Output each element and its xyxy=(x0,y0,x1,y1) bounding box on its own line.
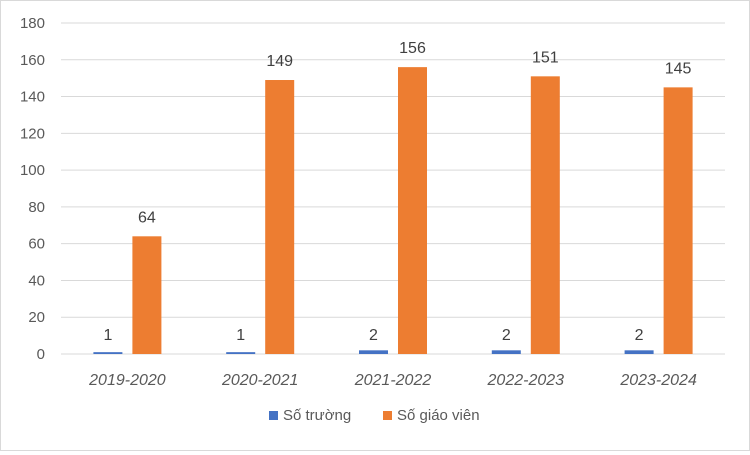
y-tick-label: 160 xyxy=(20,52,45,69)
y-tick-label: 100 xyxy=(20,162,45,179)
bar-so-truong xyxy=(359,350,388,354)
y-tick-label: 20 xyxy=(28,309,45,326)
x-tick-label: 2020-2021 xyxy=(221,372,299,389)
y-tick-label: 180 xyxy=(20,15,45,32)
data-labels: 1 64 1 149 2 156 2 151 2 145 xyxy=(103,40,691,344)
x-tick-label: 2022-2023 xyxy=(487,372,565,389)
y-tick-label: 120 xyxy=(20,125,45,142)
x-tick-label: 2023-2024 xyxy=(619,372,697,389)
x-tick-label: 2021-2022 xyxy=(354,372,432,389)
legend: Số trường Số giáo viên xyxy=(269,407,480,424)
data-label: 1 xyxy=(236,327,245,344)
bars xyxy=(93,67,693,355)
data-label: 156 xyxy=(399,40,426,57)
bar-so-truong xyxy=(624,350,654,354)
legend-swatch xyxy=(383,411,392,420)
legend-label: Số giáo viên xyxy=(397,407,480,424)
y-tick-label: 140 xyxy=(20,89,45,106)
bar-so-truong xyxy=(491,350,521,354)
x-tick-label: 2019-2020 xyxy=(88,372,166,389)
y-tick-label: 60 xyxy=(28,236,45,253)
data-label: 64 xyxy=(138,209,156,226)
data-label: 149 xyxy=(266,53,293,70)
bar-so-giao-vien xyxy=(530,76,560,355)
y-tick-label: 40 xyxy=(28,272,45,289)
gridlines xyxy=(61,22,725,355)
legend-swatch xyxy=(269,411,278,420)
data-label: 1 xyxy=(103,327,112,344)
y-axis: 0 20 40 60 80 100 120 140 160 180 xyxy=(20,15,45,363)
bar-so-giao-vien xyxy=(663,87,693,354)
y-tick-label: 0 xyxy=(37,346,45,363)
bar-so-giao-vien xyxy=(132,236,162,354)
x-axis: 2019-2020 2020-2021 2021-2022 2022-2023 2023… xyxy=(88,372,697,389)
legend-label: Số trường xyxy=(283,407,351,424)
data-label: 2 xyxy=(369,327,378,344)
data-label: 2 xyxy=(502,327,511,344)
y-tick-label: 80 xyxy=(28,199,45,216)
bar-so-giao-vien xyxy=(398,67,427,354)
bar-so-giao-vien xyxy=(265,80,295,354)
bar-so-truong xyxy=(226,352,256,354)
data-label: 151 xyxy=(532,49,559,66)
data-label: 145 xyxy=(665,60,692,77)
bar-so-truong xyxy=(93,352,123,354)
data-label: 2 xyxy=(635,327,644,344)
